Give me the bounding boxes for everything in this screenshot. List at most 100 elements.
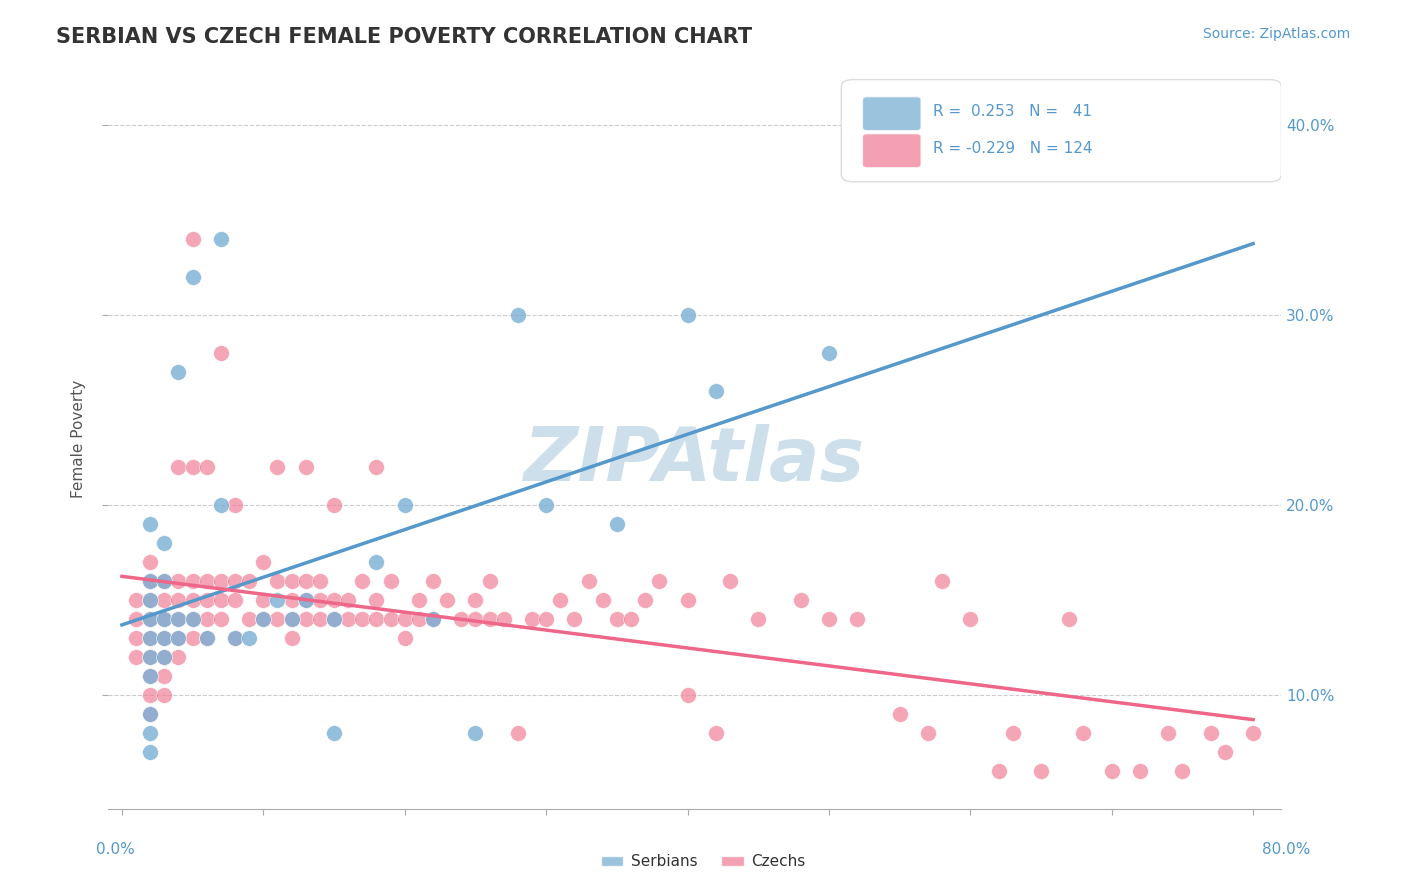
Point	[181, 232, 204, 246]
Point	[506, 726, 529, 740]
Point	[394, 498, 416, 512]
Point	[139, 650, 162, 665]
Point	[1241, 726, 1264, 740]
Point	[153, 574, 176, 589]
Point	[323, 498, 346, 512]
Point	[606, 517, 628, 532]
Point	[1029, 764, 1052, 778]
Point	[181, 612, 204, 626]
Point	[704, 384, 727, 399]
Point	[139, 669, 162, 683]
Point	[139, 612, 162, 626]
Point	[280, 574, 302, 589]
Point	[139, 593, 162, 607]
FancyBboxPatch shape	[862, 96, 921, 131]
Point	[252, 555, 274, 569]
Point	[139, 574, 162, 589]
Point	[252, 612, 274, 626]
Point	[606, 612, 628, 626]
Point	[125, 631, 148, 645]
Point	[1129, 764, 1152, 778]
Point	[323, 612, 346, 626]
Point	[238, 612, 260, 626]
Point	[209, 498, 232, 512]
Point	[592, 593, 614, 607]
Point	[195, 574, 218, 589]
Point	[139, 726, 162, 740]
Point	[323, 612, 346, 626]
Point	[167, 650, 190, 665]
Point	[139, 669, 162, 683]
Point	[125, 612, 148, 626]
Point	[380, 612, 402, 626]
Point	[889, 707, 911, 722]
Point	[422, 612, 444, 626]
Point	[366, 555, 388, 569]
Point	[634, 593, 657, 607]
Point	[408, 612, 430, 626]
Point	[464, 593, 486, 607]
Point	[309, 574, 332, 589]
Point	[1073, 726, 1095, 740]
FancyBboxPatch shape	[841, 79, 1281, 182]
Point	[492, 612, 515, 626]
Point	[818, 346, 841, 360]
Point	[506, 309, 529, 323]
Point	[252, 593, 274, 607]
Point	[309, 612, 332, 626]
Point	[450, 612, 472, 626]
Point	[209, 612, 232, 626]
Point	[139, 612, 162, 626]
Point	[153, 612, 176, 626]
Point	[478, 612, 501, 626]
Point	[534, 498, 557, 512]
Point	[153, 593, 176, 607]
Point	[167, 631, 190, 645]
Point	[578, 574, 600, 589]
Point	[139, 707, 162, 722]
Point	[181, 612, 204, 626]
Point	[195, 631, 218, 645]
Point	[1171, 764, 1194, 778]
Point	[394, 631, 416, 645]
Point	[352, 612, 374, 626]
Y-axis label: Female Poverty: Female Poverty	[72, 380, 86, 498]
Point	[478, 574, 501, 589]
Point	[337, 612, 360, 626]
Legend: Serbians, Czechs: Serbians, Czechs	[595, 848, 811, 875]
Point	[280, 631, 302, 645]
Point	[167, 365, 190, 379]
Point	[1199, 726, 1222, 740]
Point	[1059, 612, 1081, 626]
Text: SERBIAN VS CZECH FEMALE POVERTY CORRELATION CHART: SERBIAN VS CZECH FEMALE POVERTY CORRELAT…	[56, 27, 752, 46]
Point	[280, 593, 302, 607]
Point	[139, 574, 162, 589]
Text: 80.0%: 80.0%	[1263, 842, 1310, 856]
Point	[238, 631, 260, 645]
Point	[464, 612, 486, 626]
Point	[366, 460, 388, 475]
Point	[153, 650, 176, 665]
Point	[167, 631, 190, 645]
Point	[294, 593, 316, 607]
Point	[352, 574, 374, 589]
Point	[520, 612, 543, 626]
Text: R =  0.253   N =   41: R = 0.253 N = 41	[932, 104, 1092, 119]
Point	[224, 574, 246, 589]
Point	[153, 536, 176, 550]
Point	[422, 612, 444, 626]
Point	[323, 726, 346, 740]
Point	[464, 726, 486, 740]
Point	[209, 593, 232, 607]
Point	[125, 593, 148, 607]
Point	[408, 593, 430, 607]
Point	[846, 612, 869, 626]
Point	[153, 650, 176, 665]
FancyBboxPatch shape	[862, 134, 921, 168]
Point	[704, 726, 727, 740]
Point	[294, 593, 316, 607]
Point	[139, 707, 162, 722]
Point	[959, 612, 981, 626]
Point	[648, 574, 671, 589]
Point	[337, 593, 360, 607]
